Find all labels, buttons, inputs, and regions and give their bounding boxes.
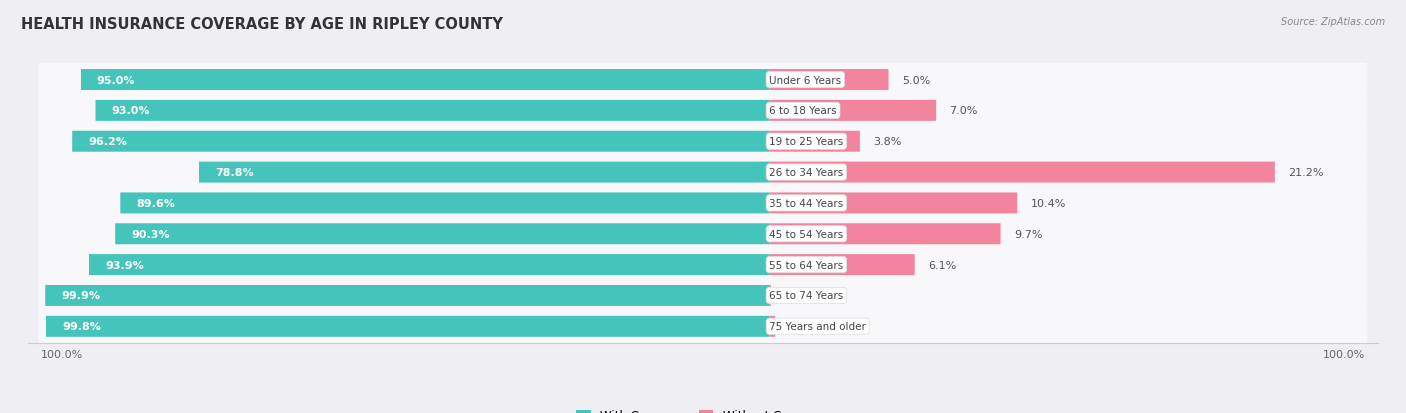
FancyBboxPatch shape: [769, 193, 1018, 214]
Text: 6 to 18 Years: 6 to 18 Years: [769, 106, 837, 116]
Text: 99.9%: 99.9%: [60, 291, 100, 301]
FancyBboxPatch shape: [72, 131, 769, 152]
Text: 19 to 25 Years: 19 to 25 Years: [769, 137, 844, 147]
Text: 0.25%: 0.25%: [789, 322, 824, 332]
Text: 95.0%: 95.0%: [97, 75, 135, 85]
Text: 93.0%: 93.0%: [111, 106, 150, 116]
FancyBboxPatch shape: [121, 193, 769, 214]
FancyBboxPatch shape: [115, 224, 769, 244]
FancyBboxPatch shape: [38, 64, 1368, 97]
FancyBboxPatch shape: [96, 101, 769, 121]
Text: Source: ZipAtlas.com: Source: ZipAtlas.com: [1281, 17, 1385, 26]
Text: 6.1%: 6.1%: [928, 260, 956, 270]
Text: 0.07%: 0.07%: [785, 291, 820, 301]
FancyBboxPatch shape: [38, 248, 1368, 282]
FancyBboxPatch shape: [38, 310, 1368, 343]
Text: Under 6 Years: Under 6 Years: [769, 75, 841, 85]
FancyBboxPatch shape: [200, 162, 769, 183]
FancyBboxPatch shape: [769, 254, 915, 275]
Text: 96.2%: 96.2%: [89, 137, 127, 147]
Text: 9.7%: 9.7%: [1014, 229, 1042, 239]
Text: 100.0%: 100.0%: [41, 349, 83, 360]
Text: 45 to 54 Years: 45 to 54 Years: [769, 229, 844, 239]
Text: 26 to 34 Years: 26 to 34 Years: [769, 168, 844, 178]
Legend: With Coverage, Without Coverage: With Coverage, Without Coverage: [572, 404, 834, 413]
FancyBboxPatch shape: [769, 70, 889, 91]
Text: 35 to 44 Years: 35 to 44 Years: [769, 198, 844, 209]
Text: 55 to 64 Years: 55 to 64 Years: [769, 260, 844, 270]
Text: 65 to 74 Years: 65 to 74 Years: [769, 291, 844, 301]
Text: 78.8%: 78.8%: [215, 168, 253, 178]
FancyBboxPatch shape: [769, 285, 770, 306]
FancyBboxPatch shape: [38, 279, 1368, 312]
Text: 90.3%: 90.3%: [131, 229, 170, 239]
FancyBboxPatch shape: [38, 187, 1368, 220]
FancyBboxPatch shape: [38, 218, 1368, 251]
Text: 93.9%: 93.9%: [105, 260, 143, 270]
FancyBboxPatch shape: [82, 70, 769, 91]
Text: 75 Years and older: 75 Years and older: [769, 322, 866, 332]
Text: 7.0%: 7.0%: [949, 106, 977, 116]
Text: 99.8%: 99.8%: [62, 322, 101, 332]
FancyBboxPatch shape: [769, 224, 1001, 244]
FancyBboxPatch shape: [46, 316, 769, 337]
FancyBboxPatch shape: [769, 162, 1275, 183]
FancyBboxPatch shape: [38, 156, 1368, 189]
FancyBboxPatch shape: [769, 131, 860, 152]
FancyBboxPatch shape: [45, 285, 769, 306]
Text: 100.0%: 100.0%: [1323, 349, 1365, 360]
Text: HEALTH INSURANCE COVERAGE BY AGE IN RIPLEY COUNTY: HEALTH INSURANCE COVERAGE BY AGE IN RIPL…: [21, 17, 503, 31]
FancyBboxPatch shape: [89, 254, 769, 275]
Text: 5.0%: 5.0%: [901, 75, 929, 85]
FancyBboxPatch shape: [769, 316, 775, 337]
FancyBboxPatch shape: [38, 95, 1368, 128]
Text: 89.6%: 89.6%: [136, 198, 176, 209]
Text: 3.8%: 3.8%: [873, 137, 901, 147]
Text: 10.4%: 10.4%: [1031, 198, 1066, 209]
FancyBboxPatch shape: [38, 125, 1368, 159]
Text: 21.2%: 21.2%: [1288, 168, 1323, 178]
FancyBboxPatch shape: [769, 101, 936, 121]
